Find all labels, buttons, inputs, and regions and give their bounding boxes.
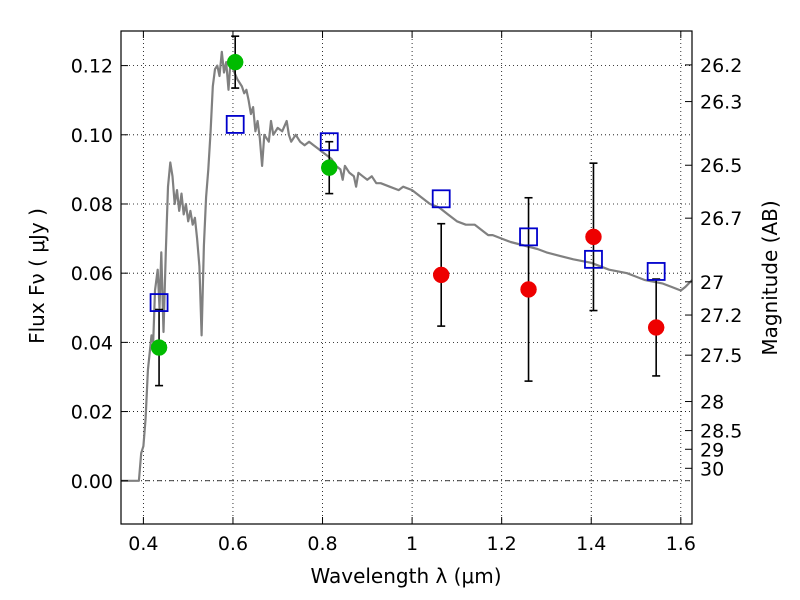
y-axis-label: Flux Fν ( μJy )	[25, 208, 49, 344]
y-tick-label: 0.10	[71, 125, 113, 147]
mag-tick-label: 27.2	[700, 305, 742, 327]
data-point	[585, 228, 602, 246]
x-tick-label: 1	[406, 533, 418, 555]
x-tick-label: 1.4	[576, 533, 606, 555]
y-axis-right-label: Magnitude (AB)	[758, 200, 782, 355]
model-photometry-point	[431, 189, 451, 209]
x-tick-label: 1.6	[666, 533, 696, 555]
model-photometry-point	[225, 115, 245, 134]
x-tick-label: 0.4	[128, 533, 158, 555]
data-point	[432, 266, 450, 284]
model-spectrum	[121, 50, 693, 482]
plot-frame	[120, 30, 693, 525]
x-axis-label: Wavelength λ (μm)	[310, 564, 501, 588]
grid	[121, 31, 692, 524]
model-photometry-point	[149, 293, 169, 312]
data-point	[647, 319, 665, 336]
data-point	[520, 281, 537, 298]
model-spectrum-line	[121, 50, 693, 482]
model-photometry-point	[319, 132, 339, 152]
mag-tick-label: 26.7	[700, 208, 742, 230]
x-tick-label: 0.6	[218, 533, 248, 555]
x-tick-label: 1.2	[487, 533, 517, 555]
mag-tick-label: 29	[700, 439, 724, 461]
mag-tick-label: 30	[700, 458, 724, 480]
data-point	[226, 53, 244, 71]
data-point	[320, 159, 338, 176]
model-photometry-point	[519, 227, 538, 247]
data-point	[150, 339, 168, 356]
mag-tick-label: 26.2	[700, 55, 742, 77]
y-tick-label: 0.08	[71, 194, 113, 216]
x-tick-label: 0.8	[307, 533, 337, 555]
mag-tick-label: 28	[700, 392, 724, 414]
mag-tick-label: 26.5	[700, 155, 742, 177]
data-points	[149, 53, 666, 356]
y-tick-label: 0.04	[71, 332, 113, 354]
mag-tick-label: 28.5	[700, 421, 742, 443]
y-tick-label: 0.00	[71, 471, 113, 493]
axes: 0.4 0.6 0.8 1 1.2 1.4 1.6 0.00 0.02 0.04 0.06 0.08 0…	[71, 30, 742, 555]
model-photometry-point	[646, 262, 666, 281]
error-bars	[155, 35, 661, 387]
y-tick-label: 0.02	[71, 402, 113, 424]
mag-tick-label: 27	[700, 272, 724, 294]
y-tick-label: 0.12	[71, 56, 113, 78]
mag-tick-label: 26.3	[700, 92, 742, 114]
model-photometry-point	[584, 249, 603, 269]
mag-tick-label: 27.5	[700, 345, 742, 367]
y-tick-label: 0.06	[71, 263, 113, 285]
